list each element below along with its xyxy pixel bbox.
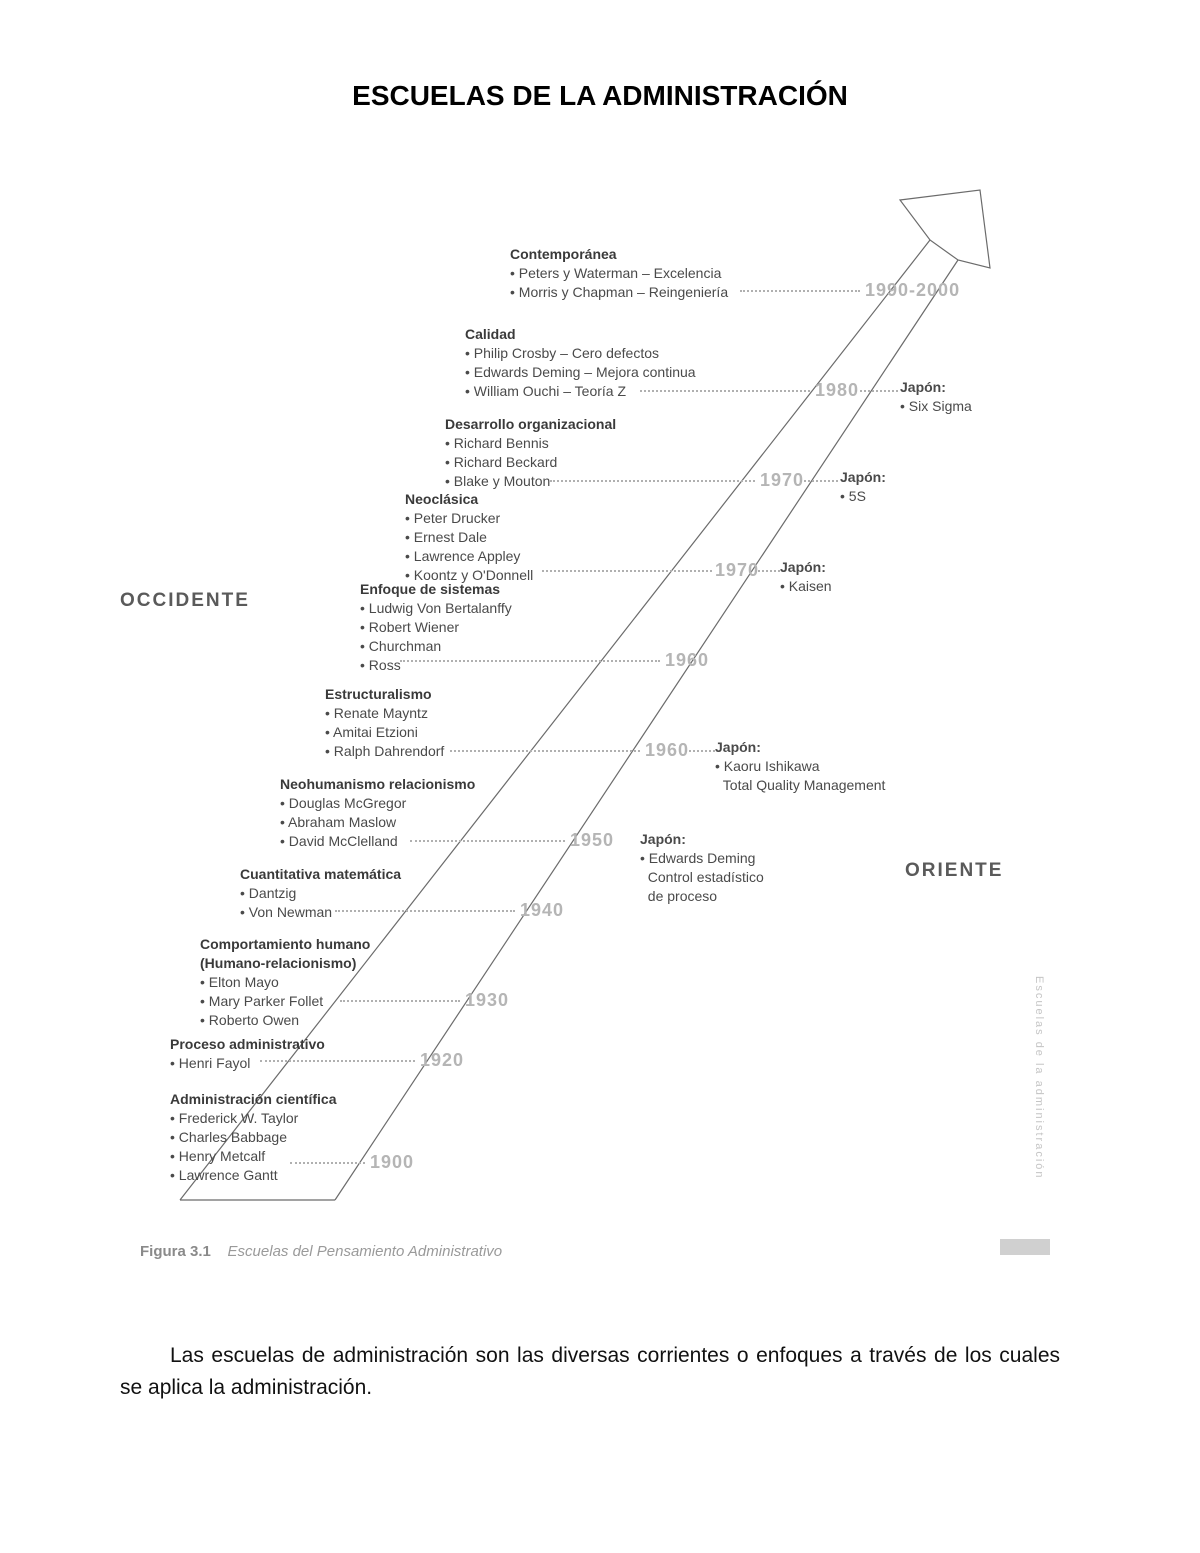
connector-dots: [855, 390, 898, 392]
japan-item: • Six Sigma: [900, 397, 972, 416]
connector-dots: [550, 480, 755, 482]
school-item: • Charles Babbage: [170, 1128, 336, 1147]
japan-entry: Japón:• Six Sigma: [900, 378, 972, 416]
school-item: • Henri Fayol: [170, 1054, 325, 1073]
connector-dots: [755, 570, 780, 572]
school-item: • Lawrence Appley: [405, 547, 533, 566]
year-label: 1900: [370, 1152, 414, 1173]
year-label: 1970: [760, 470, 804, 491]
school-item: • Elton Mayo: [200, 973, 370, 992]
timeline-diagram: OCCIDENTE ORIENTE Administración científ…: [110, 170, 1070, 1280]
year-label: 1920: [420, 1050, 464, 1071]
japan-title: Japón:: [640, 830, 764, 849]
school-item: • Edwards Deming – Mejora continua: [465, 363, 696, 382]
page-title: ESCUELAS DE LA ADMINISTRACIÓN: [0, 0, 1200, 112]
connector-dots: [800, 480, 838, 482]
school-item: • Robert Wiener: [360, 618, 512, 637]
japan-title: Japón:: [900, 378, 972, 397]
year-label: 1980: [815, 380, 859, 401]
figure-number: Figura 3.1: [140, 1243, 211, 1260]
margin-mark: [1000, 1239, 1050, 1255]
japan-item: • 5S: [840, 487, 886, 506]
school-item: • Dantzig: [240, 884, 401, 903]
japan-title: Japón:: [780, 558, 832, 577]
margin-side-text: Escuelas de la administración: [1033, 976, 1045, 1180]
year-label: 1940: [520, 900, 564, 921]
school-item: • Von Newman: [240, 903, 401, 922]
body-paragraph: Las escuelas de administración son las d…: [120, 1340, 1060, 1403]
school-item: • Ross: [360, 656, 512, 675]
school-item: • Peter Drucker: [405, 509, 533, 528]
school-item: • Koontz y O'Donnell: [405, 566, 533, 585]
school-item: • Ernest Dale: [405, 528, 533, 547]
school-heading: Estructuralismo: [325, 685, 444, 704]
japan-title: Japón:: [715, 738, 885, 757]
japan-entry: Japón:• Kaisen: [780, 558, 832, 596]
school-contemporanea: Contemporánea• Peters y Waterman – Excel…: [510, 245, 728, 302]
school-heading: Cuantitativa matemática: [240, 865, 401, 884]
body-text-content: Las escuelas de administración son las d…: [120, 1344, 1060, 1399]
year-label: 1930: [465, 990, 509, 1011]
school-heading: Calidad: [465, 325, 696, 344]
school-item: • Frederick W. Taylor: [170, 1109, 336, 1128]
school-item: • Peters y Waterman – Excelencia: [510, 264, 728, 283]
school-heading: Contemporánea: [510, 245, 728, 264]
school-heading: Neohumanismo relacionismo: [280, 775, 475, 794]
connector-dots: [740, 290, 860, 292]
connector-dots: [450, 750, 640, 752]
year-label: 1950: [570, 830, 614, 851]
japan-entry: Japón:• Edwards Deming Control estadísti…: [640, 830, 764, 906]
japan-item: • Edwards Deming: [640, 849, 764, 868]
school-heading: Neoclásica: [405, 490, 533, 509]
school-proceso: Proceso administrativo• Henri Fayol: [170, 1035, 325, 1073]
connector-dots: [400, 660, 660, 662]
connector-dots: [340, 1000, 460, 1002]
school-cuantitativa: Cuantitativa matemática• Dantzig• Von Ne…: [240, 865, 401, 922]
label-occidente: OCCIDENTE: [120, 590, 250, 612]
school-heading: Administración científica: [170, 1090, 336, 1109]
school-item: • Morris y Chapman – Reingeniería: [510, 283, 728, 302]
japan-item: • Kaoru Ishikawa: [715, 757, 885, 776]
connector-dots: [640, 390, 810, 392]
year-label: 1960: [645, 740, 689, 761]
japan-entry: Japón:• 5S: [840, 468, 886, 506]
japan-entry: Japón:• Kaoru Ishikawa Total Quality Man…: [715, 738, 885, 795]
year-label: 1990-2000: [865, 280, 960, 301]
school-item: • Ludwig Von Bertalanffy: [360, 599, 512, 618]
year-label: 1960: [665, 650, 709, 671]
japan-title: Japón:: [840, 468, 886, 487]
figure-caption: Figura 3.1 Escuelas del Pensamiento Admi…: [140, 1243, 502, 1260]
connector-dots: [542, 570, 712, 572]
school-heading: Desarrollo organizacional: [445, 415, 616, 434]
school-humano: Comportamiento humano(Humano-relacionism…: [200, 935, 370, 1029]
school-item: • Richard Beckard: [445, 453, 616, 472]
connector-dots: [335, 910, 515, 912]
school-item: • Churchman: [360, 637, 512, 656]
school-item: • Lawrence Gantt: [170, 1166, 336, 1185]
japan-item: de proceso: [640, 887, 764, 906]
japan-item: Control estadístico: [640, 868, 764, 887]
connector-dots: [260, 1060, 415, 1062]
school-item: • Amitai Etzioni: [325, 723, 444, 742]
school-item: • Philip Crosby – Cero defectos: [465, 344, 696, 363]
label-oriente: ORIENTE: [905, 860, 1003, 882]
connector-dots: [685, 750, 715, 752]
school-cientifica: Administración científica• Frederick W. …: [170, 1090, 336, 1184]
school-item: • Abraham Maslow: [280, 813, 475, 832]
school-heading: Comportamiento humano(Humano-relacionism…: [200, 935, 370, 973]
school-heading: Proceso administrativo: [170, 1035, 325, 1054]
connector-dots: [410, 840, 565, 842]
school-item: • Renate Mayntz: [325, 704, 444, 723]
year-label: 1970: [715, 560, 759, 581]
japan-item: Total Quality Management: [715, 776, 885, 795]
school-item: • Douglas McGregor: [280, 794, 475, 813]
japan-item: • Kaisen: [780, 577, 832, 596]
school-neoclasica: Neoclásica• Peter Drucker• Ernest Dale• …: [405, 490, 533, 584]
school-item: • Roberto Owen: [200, 1011, 370, 1030]
figure-text: Escuelas del Pensamiento Administrativo: [228, 1243, 503, 1260]
connector-dots: [290, 1162, 365, 1164]
school-item: • Richard Bennis: [445, 434, 616, 453]
school-item: • Ralph Dahrendorf: [325, 742, 444, 761]
school-estructuralismo: Estructuralismo• Renate Mayntz• Amitai E…: [325, 685, 444, 761]
